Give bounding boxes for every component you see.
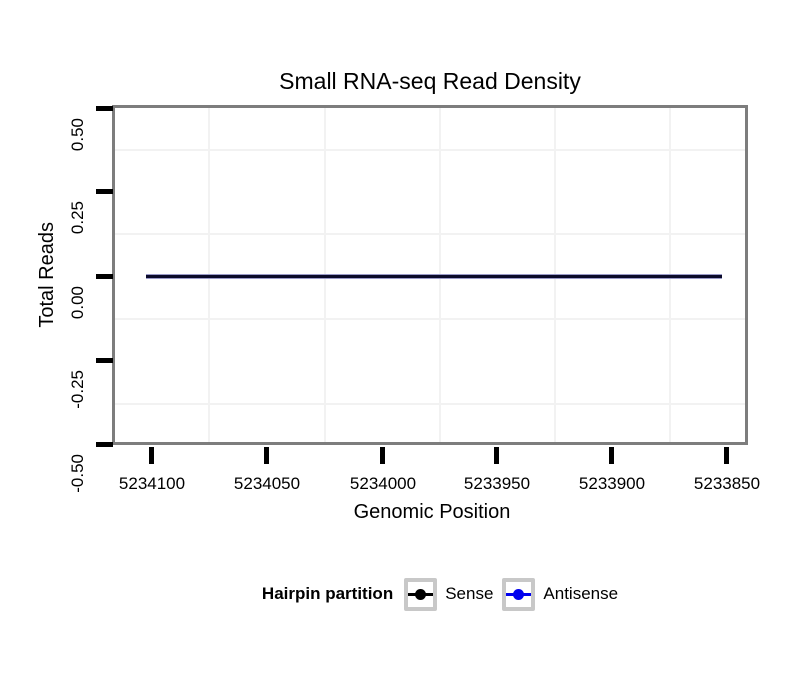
x-axis-tick-label: 5233850: [693, 474, 761, 493]
x-axis-tick: [380, 447, 385, 464]
legend-key-point-icon: [513, 588, 525, 600]
legend-key: [502, 577, 536, 611]
legend-label: Sense: [445, 584, 494, 603]
x-axis-tick: [724, 447, 729, 464]
legend-label: Antisense: [543, 584, 619, 603]
y-axis-title: Total Reads: [35, 222, 58, 328]
series-line: [146, 275, 722, 278]
y-axis-tick: [96, 442, 113, 447]
plot-panel: [112, 105, 748, 445]
legend: Hairpin partition Sense Antisense: [70, 576, 810, 612]
y-axis-tick: [96, 189, 113, 194]
legend-entry: Antisense: [502, 577, 619, 611]
y-axis-title-wrap: Total Reads: [34, 105, 60, 445]
legend-title: Hairpin partition: [261, 584, 394, 603]
x-axis-tick-label: 5234000: [349, 474, 417, 493]
minor-gridline-horizontal: [115, 318, 745, 320]
y-axis-tick: [96, 358, 113, 363]
minor-gridline-horizontal: [115, 233, 745, 235]
x-axis-tick: [609, 447, 614, 464]
y-axis-tick-label: -0.50: [68, 454, 87, 493]
x-axis-tick-label: 5233900: [578, 474, 646, 493]
legend-key: [404, 577, 438, 611]
y-axis-tick: [96, 274, 113, 279]
chart-title: Small RNA-seq Read Density: [279, 68, 581, 94]
y-axis-tick: [96, 106, 113, 111]
x-axis-tick: [494, 447, 499, 464]
x-axis-tick: [149, 447, 154, 464]
y-axis-tick-label: 0.25: [68, 201, 87, 235]
legend-entry: Sense: [404, 577, 494, 611]
legend-key-point-icon: [415, 588, 427, 600]
y-axis-tick-label: 0.50: [68, 118, 87, 152]
y-axis-tick-label: -0.25: [68, 370, 87, 409]
minor-gridline-horizontal: [115, 403, 745, 405]
x-axis-tick-label: 5233950: [463, 474, 531, 493]
x-axis-tick: [264, 447, 269, 464]
x-axis-tick-label: 5234100: [118, 474, 186, 493]
x-axis-tick-label: 5234050: [233, 474, 301, 493]
x-axis-title: Genomic Position: [353, 501, 511, 523]
y-axis-tick-label: 0.00: [68, 286, 87, 320]
minor-gridline-horizontal: [115, 149, 745, 151]
